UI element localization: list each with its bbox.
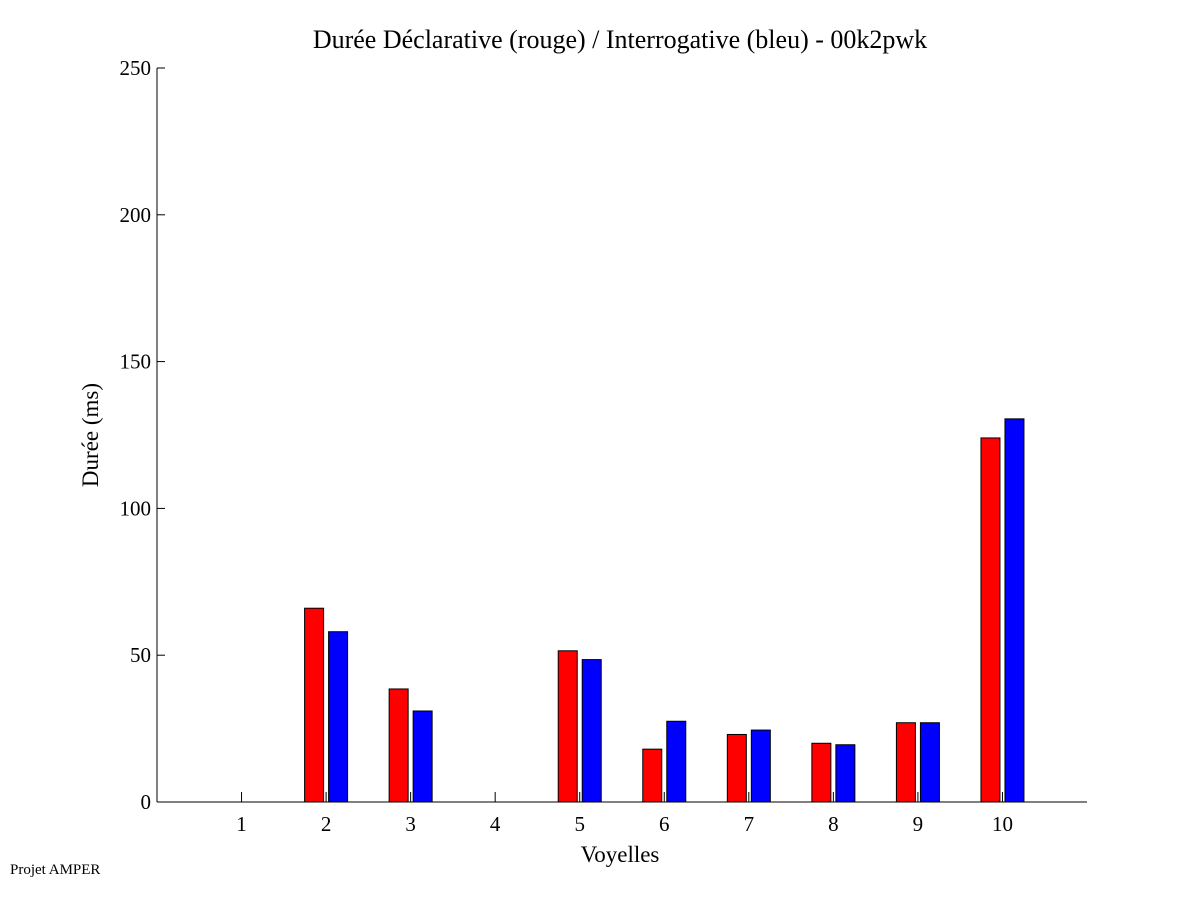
bar-interrogative	[666, 720, 687, 803]
y-tick-label: 150	[120, 350, 152, 374]
bar-declarative	[726, 733, 747, 803]
bar-interrogative	[750, 729, 771, 803]
y-tick-label: 200	[120, 203, 152, 227]
bar-declarative	[642, 748, 663, 803]
plot-area: 0 50 100 150 200 250 1 2 3 4 5 6 7 8 9 10	[120, 56, 1087, 836]
bar-interrogative	[581, 659, 602, 803]
y-tick-label: 250	[120, 56, 152, 80]
x-tick-label: 1	[236, 812, 247, 836]
chart-title: Durée Déclarative (rouge) / Interrogativ…	[313, 25, 927, 54]
x-tick-label: 3	[405, 812, 416, 836]
y-axis-label: Durée (ms)	[78, 383, 103, 487]
bar-declarative	[388, 688, 409, 803]
x-axis-label: Voyelles	[581, 842, 660, 867]
x-tick-label: 5	[574, 812, 585, 836]
y-tick-label: 50	[130, 643, 151, 667]
bar-interrogative	[412, 710, 433, 803]
bar-interrogative	[328, 631, 349, 803]
x-tick-label: 4	[490, 812, 501, 836]
y-tick-label: 100	[120, 496, 152, 520]
bar-interrogative	[1004, 418, 1025, 803]
x-tick-label: 7	[744, 812, 755, 836]
bar-declarative	[980, 437, 1001, 803]
x-tick-label: 8	[828, 812, 839, 836]
bar-declarative	[304, 607, 325, 803]
bar-declarative	[811, 742, 832, 803]
x-tick-label: 6	[659, 812, 670, 836]
bar-declarative	[895, 722, 916, 803]
y-tick-label: 0	[141, 790, 152, 814]
bar-interrogative	[835, 744, 856, 803]
bar-interrogative	[919, 722, 940, 803]
bar-declarative	[557, 650, 578, 803]
x-tick-label: 9	[913, 812, 924, 836]
x-tick-label: 2	[321, 812, 332, 836]
footer-credit: Projet AMPER	[10, 862, 101, 878]
x-tick-label: 10	[992, 812, 1013, 836]
